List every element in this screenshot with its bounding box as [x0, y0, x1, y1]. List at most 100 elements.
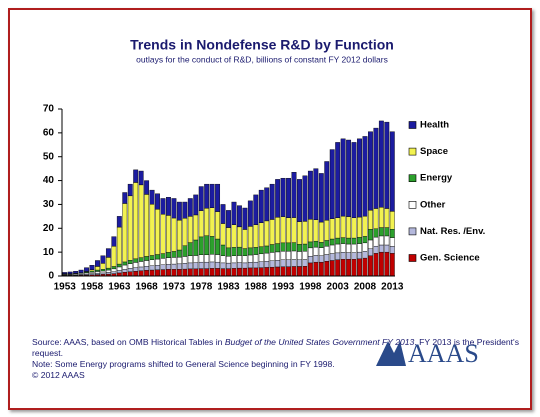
bar-segment [198, 186, 204, 211]
bar-segment [144, 270, 150, 277]
bar-segment [280, 216, 286, 244]
bar-segment [193, 239, 199, 256]
bar-segment [155, 254, 160, 260]
bar-segment [116, 270, 122, 274]
bar-segment [264, 220, 270, 247]
bar-segment [280, 177, 286, 217]
bar-segment [378, 207, 384, 228]
bar-segment [226, 247, 231, 257]
bar-segment [373, 208, 379, 229]
bar-segment [204, 235, 210, 255]
bar-segment [368, 255, 373, 277]
bar-segment [324, 245, 330, 255]
bar-segment [247, 200, 253, 227]
bar-segment [275, 243, 281, 253]
bar-segment [187, 198, 193, 217]
bar-segment [133, 258, 139, 263]
y-tick-label: 0 [48, 271, 54, 282]
bar-segment [171, 217, 177, 252]
bar-segment [378, 235, 384, 246]
bar-segment [160, 269, 166, 277]
legend-label: Other [420, 199, 446, 210]
bar-segment [280, 250, 286, 260]
bar-segment [182, 256, 188, 264]
bar-segment [122, 269, 128, 273]
bar-segment [329, 149, 335, 219]
bar-segment [313, 246, 319, 256]
bar-segment [242, 255, 248, 264]
bar-segment [166, 197, 171, 216]
bar-segment [193, 268, 199, 277]
bar-segment [209, 268, 215, 277]
source-line: Source: AAAS, based on OMB Historical Ta… [32, 337, 540, 359]
bar-segment [384, 251, 390, 277]
bar-segment [329, 238, 335, 246]
bar-segment [187, 268, 193, 277]
bar-segment [215, 268, 221, 277]
x-tick-label: 2008 [354, 282, 377, 293]
bar-segment [155, 208, 160, 255]
legend-label: Nat. Res. /Env. [420, 226, 485, 237]
bar-segment [302, 221, 308, 245]
bar-segment [105, 248, 111, 258]
bar-segment [346, 237, 352, 245]
bar-segment [138, 257, 144, 262]
bar-segment [111, 245, 117, 267]
bar-segment [280, 259, 286, 267]
x-tick-label: 1993 [272, 282, 295, 293]
bar-segment [253, 261, 259, 269]
bar-segment [138, 184, 144, 258]
bar-segment [264, 187, 270, 222]
bar-segment [389, 237, 395, 247]
bar-segment [368, 131, 373, 211]
bar-segment [264, 252, 270, 262]
legend-swatch [408, 174, 417, 182]
bar-segment [95, 260, 100, 267]
bar-segment [297, 179, 302, 222]
bar-segment [258, 246, 264, 255]
bar-segment [269, 244, 275, 253]
bar-segment [127, 260, 133, 264]
bar-segment [318, 247, 324, 256]
bar-segment [291, 250, 297, 260]
bar-segment [384, 244, 390, 253]
bar-segment [253, 224, 259, 248]
bar-segment [318, 242, 324, 248]
bar-segment [220, 204, 226, 224]
bar-segment [362, 136, 368, 217]
bar-segment [275, 217, 281, 244]
bar-segment [362, 215, 368, 237]
bar-segment [182, 218, 188, 246]
bar-segment [171, 257, 177, 265]
bar-segment [307, 247, 313, 257]
bar-segment [389, 246, 395, 254]
bar-segment [291, 259, 297, 267]
bar-segment [209, 254, 215, 263]
bar-segment [253, 267, 259, 277]
bar-segment [127, 183, 133, 197]
bar-segment [368, 229, 373, 241]
bar-segment [182, 263, 188, 270]
bar-segment [231, 201, 237, 225]
bar-segment [209, 183, 215, 208]
bar-segment [187, 255, 193, 264]
bar-segment [236, 267, 242, 277]
bar-segment [166, 264, 171, 270]
bar-segment [357, 237, 362, 244]
source-text: Source: AAAS, based on OMB Historical Ta… [32, 337, 225, 347]
frame [8, 8, 532, 410]
bar-segment [373, 253, 379, 277]
bar-segment [78, 269, 84, 273]
bar-segment [318, 173, 324, 223]
bar-segment [193, 255, 199, 263]
bar-segment [220, 223, 226, 246]
bar-segment [324, 240, 330, 247]
bar-segment [329, 218, 335, 240]
bar-segment [351, 217, 357, 239]
x-tick-label: 1998 [299, 282, 322, 293]
bar-segment [155, 265, 160, 270]
bar-segment [313, 255, 319, 263]
bar-segment [226, 262, 231, 269]
bar-segment [100, 269, 106, 272]
bar-segment [373, 127, 379, 209]
